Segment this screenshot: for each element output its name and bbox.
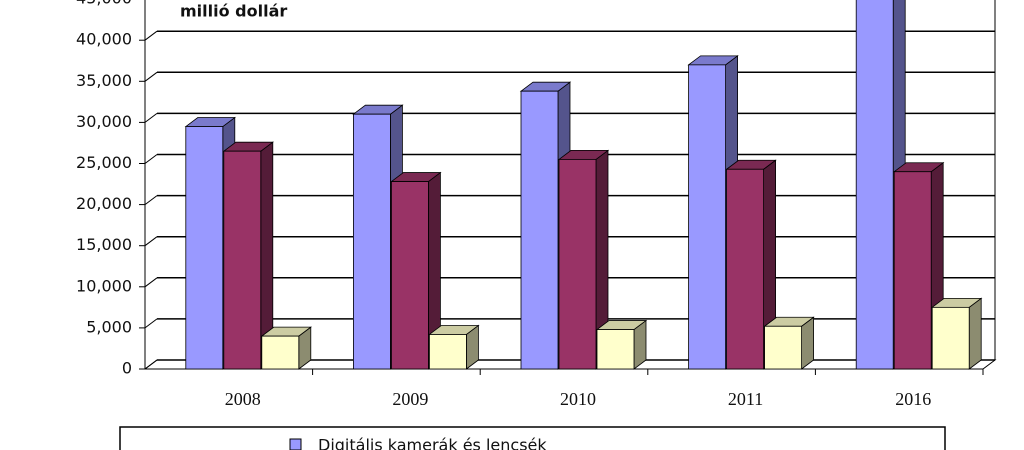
y-tick-label: 20,000	[76, 194, 132, 213]
bar	[223, 150, 262, 370]
x-tick-label: 2011	[728, 389, 763, 409]
bar	[893, 171, 932, 370]
bar	[185, 126, 224, 370]
legend-swatch	[289, 438, 302, 450]
unit-annotation: millió dollár	[180, 2, 287, 21]
grid-line	[144, 71, 158, 82]
y-tick-label: 0	[122, 359, 132, 378]
legend-label: Digitális kamerák és lencsék	[318, 436, 547, 450]
grid-line	[144, 236, 158, 247]
grid-line	[144, 195, 158, 206]
y-tick-label: 45,000	[76, 0, 132, 8]
grid-line	[144, 154, 158, 164]
bar	[558, 158, 597, 370]
bar	[726, 168, 764, 370]
bar	[520, 90, 559, 370]
legend-box	[119, 426, 946, 450]
bar	[931, 306, 970, 370]
x-tick-label: 2008	[225, 389, 261, 409]
bar-side	[968, 297, 982, 370]
bar	[261, 335, 300, 370]
grid-line	[144, 30, 158, 41]
grid-line	[144, 277, 158, 288]
y-tick-label: 15,000	[76, 235, 132, 254]
y-tick-label: 10,000	[76, 276, 132, 295]
bar	[390, 181, 429, 370]
grid-line	[144, 359, 158, 370]
bar	[855, 0, 894, 370]
bar	[596, 329, 635, 370]
grid-line	[144, 113, 158, 123]
grid-line	[144, 318, 158, 329]
legend: Digitális kamerák és lencsék	[289, 436, 547, 450]
y-tick-label: 25,000	[76, 153, 132, 172]
x-tick-label: 2009	[392, 389, 428, 409]
bar	[428, 334, 467, 370]
x-tick-label: 2016	[895, 389, 931, 409]
y-tick-label: 5,000	[86, 317, 132, 336]
y-tick-label: 30,000	[76, 112, 132, 131]
bar	[688, 64, 726, 370]
y-tick-label: 35,000	[76, 71, 132, 90]
bar	[352, 113, 391, 370]
y-tick-label: 40,000	[76, 30, 132, 49]
x-tick-label: 2010	[560, 389, 596, 409]
bar	[764, 325, 802, 370]
